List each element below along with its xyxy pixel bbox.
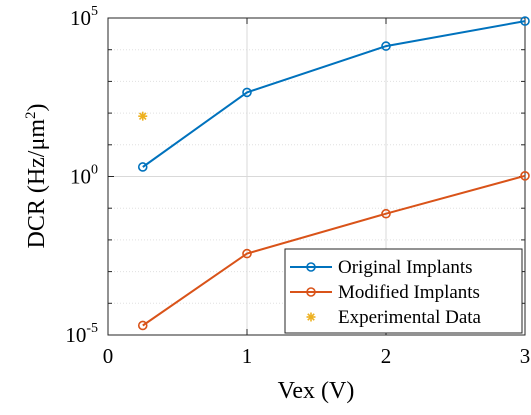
x-axis-label: Vex (V) [278, 378, 355, 404]
series-line [142, 20, 526, 168]
data-point-marker [137, 162, 148, 172]
legend-entry: Original Implants [290, 257, 473, 278]
series-modified-implants [137, 171, 530, 331]
data-point-marker [520, 171, 530, 181]
legend-label: Experimental Data [338, 307, 482, 328]
x-tick-label: 1 [242, 344, 253, 368]
data-point-marker [520, 16, 530, 26]
y-tick-label-exponent: -5 [86, 321, 98, 336]
series-layer [137, 16, 530, 331]
legend-entry: Experimental Data [306, 307, 482, 328]
data-point-marker [137, 320, 148, 331]
data-point-marker [242, 87, 252, 98]
legend: Original Implants Modified Implants Experi… [284, 248, 523, 334]
y-tick-label-base: 10 [65, 323, 86, 347]
y-tick-label-base: 10 [70, 165, 91, 189]
y-tick-label-exponent: 5 [91, 4, 98, 19]
asterisk-stroke [307, 313, 315, 321]
y-axis-label-main: DCR (Hz/μm [24, 119, 50, 249]
legend-entry: Modified Implants [290, 282, 480, 303]
x-tick-label: 0 [103, 344, 114, 368]
legend-label: Modified Implants [338, 282, 480, 303]
data-point-marker [306, 262, 316, 272]
legend-label: Original Implants [338, 257, 473, 278]
x-tick-label: 2 [381, 344, 392, 368]
x-tick-label: 3 [520, 344, 531, 368]
asterisk-stroke [138, 112, 147, 120]
y-tick-label: 10-5 [65, 321, 98, 347]
y-tick-label: 100 [70, 163, 98, 189]
data-point-marker [381, 208, 391, 219]
series-experimental-data [138, 111, 148, 121]
data-point-marker [138, 111, 148, 121]
y-tick-label-base: 10 [70, 6, 91, 30]
y-tick-label: 105 [70, 4, 98, 30]
data-point-marker [242, 248, 252, 259]
series-line [142, 174, 526, 327]
data-point-marker [306, 287, 316, 297]
y-tick-label-exponent: 0 [91, 163, 98, 178]
data-point-marker [381, 41, 391, 51]
y-axis-label: DCR (Hz/μm2) [23, 103, 50, 248]
y-axis-label-superscript: 2 [23, 111, 39, 119]
series-original-implants [137, 16, 530, 172]
y-axis-label-close: ) [24, 103, 50, 111]
data-point-marker [306, 312, 316, 322]
